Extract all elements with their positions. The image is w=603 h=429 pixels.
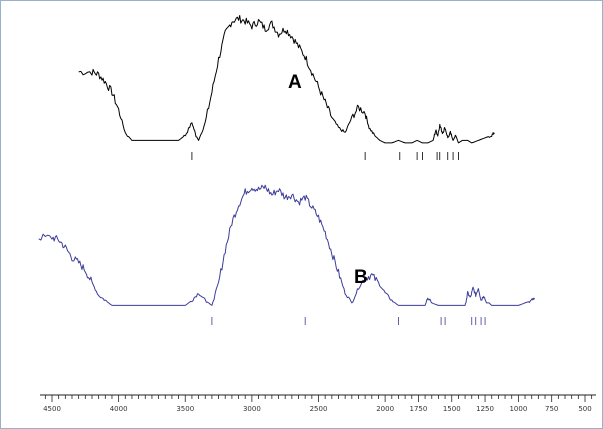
spectrum-line-a <box>78 15 495 144</box>
x-axis: 4500 4000 3500 3000 2500 2000 1750 1500 1250 1000… <box>40 394 596 413</box>
x-tick-label: 2500 <box>310 405 328 413</box>
x-tick-label: 3000 <box>243 405 261 413</box>
x-tick-label: 1000 <box>509 405 527 413</box>
series-labels: A B <box>288 72 368 288</box>
spectra-curves <box>38 15 535 306</box>
x-tick-label: 3500 <box>176 405 194 413</box>
peak-markers <box>191 152 486 325</box>
spectrum-line-b <box>38 184 535 306</box>
x-tick-label: 500 <box>578 405 591 413</box>
x-tick-label: 2000 <box>376 405 394 413</box>
x-tick-label: 1500 <box>443 405 461 413</box>
x-tick-label: 1750 <box>410 405 428 413</box>
series-label-b: B <box>354 267 368 288</box>
x-tick-label: 4500 <box>43 405 61 413</box>
series-label-a: A <box>288 72 302 93</box>
x-tick-label: 4000 <box>110 405 128 413</box>
x-tick-label: 1250 <box>476 405 494 413</box>
x-tick-label: 750 <box>545 405 558 413</box>
